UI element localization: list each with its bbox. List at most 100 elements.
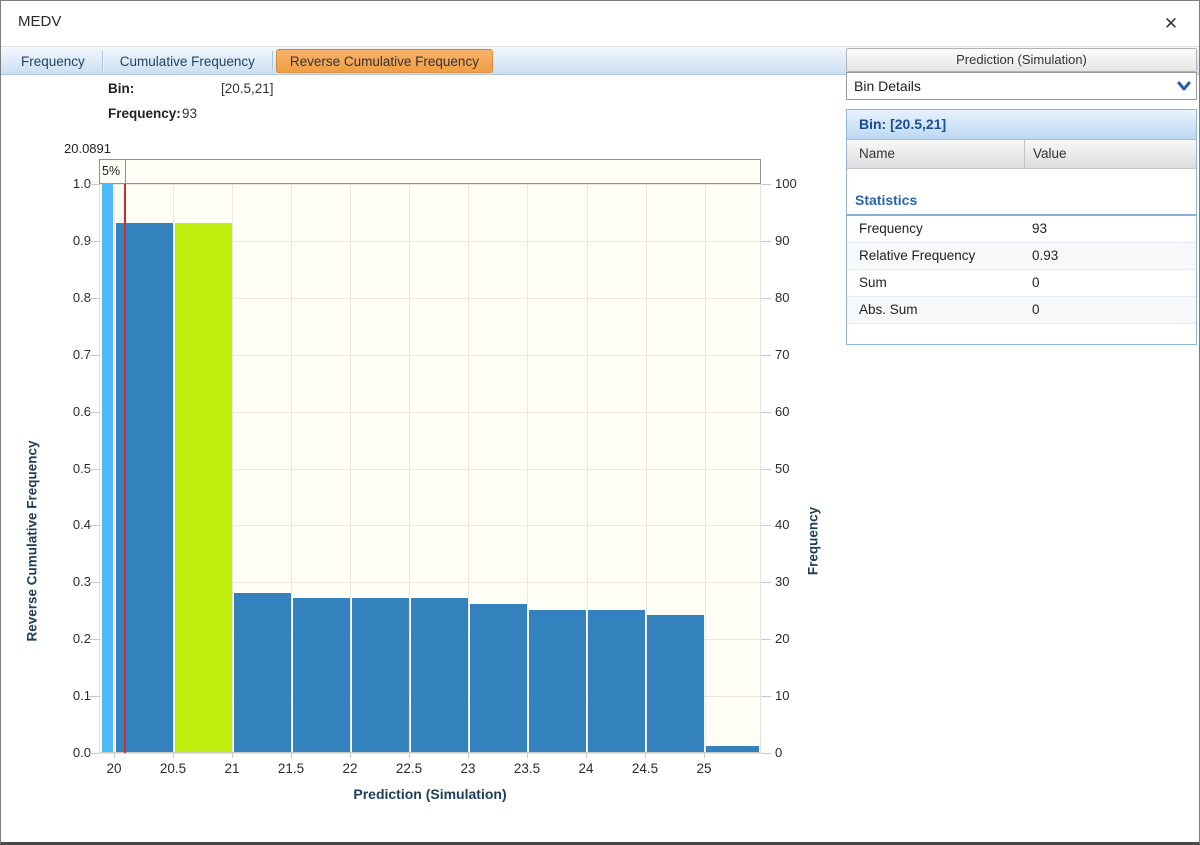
y-tick-mark-left [89,184,99,185]
x-tick-mark [290,753,292,758]
x-tick-mark [113,753,115,758]
stat-name: Abs. Sum [859,302,918,317]
gridline-vertical [350,184,352,752]
tab-frequency[interactable]: Frequency [21,53,85,69]
gridline-horizontal [100,753,760,754]
histogram-bar-25-25.47[interactable] [706,746,760,752]
gridline-horizontal [100,297,760,299]
table-column-header: Name Value [847,140,1196,169]
y-tick-label-right: 90 [775,232,790,248]
percentile-marker-line[interactable] [123,184,126,753]
y-tick-label-right: 30 [775,574,790,590]
histogram-bar-22.5-23[interactable] [410,598,468,752]
y-tick-mark-right [761,411,771,413]
gridline-horizontal [100,525,760,527]
tab-separator [101,50,103,71]
stat-value: 0 [1032,302,1040,317]
section-separator [847,214,1196,216]
y-tick-mark-right [761,696,771,698]
percentile-value-label: 20.0891 [64,141,111,156]
y-tick-label-left: 0.6 [72,403,91,419]
x-tick-mark [231,753,233,758]
y-tick-mark-left [89,468,99,470]
y-tick-label-right: 70 [775,346,790,362]
y-tick-mark-left [89,582,99,584]
column-name-label: Name [859,146,896,161]
x-tick-label: 24.5 [631,761,659,776]
gridline-horizontal [100,240,760,242]
histogram-bar-24-24.5[interactable] [588,609,645,752]
stat-row-abs-sum: Abs. Sum 0 [847,297,1196,324]
gridline-vertical [468,184,470,752]
close-icon[interactable]: ✕ [1163,14,1179,33]
bin-details-dropdown[interactable]: Bin Details [846,72,1197,100]
histogram-bar-20.5-21[interactable] [174,222,232,752]
window-title: MEDV [18,13,62,30]
histogram-bar-22-22.5[interactable] [351,598,409,752]
plot-area [99,183,761,754]
gridline-vertical [409,184,411,752]
bin-detail-header: Bin: [20.5,21] [847,110,1196,140]
gridline-horizontal [100,184,760,185]
percentile-segment[interactable]: 5% [100,160,126,183]
stat-row-relative-frequency: Relative Frequency 0.93 [847,243,1196,270]
y-tick-mark-left [89,240,99,242]
histogram-bar-23.5-24[interactable] [528,609,586,752]
y-tick-mark-left [89,354,99,356]
table-body: Statistics Frequency 93 Relative Frequency… [847,189,1196,324]
gridline-vertical [586,184,588,752]
stat-name: Relative Frequency [859,248,976,263]
y-tick-label-right: 50 [775,460,790,476]
y-axis-title-left: Reverse Cumulative Frequency [24,440,40,642]
percentile-band[interactable]: 5% [99,159,761,184]
y-tick-mark-left [89,411,99,413]
tab-separator [271,50,273,71]
x-tick-mark [704,753,705,758]
bin-annotation-value: [20.5,21] [221,81,274,96]
y-tick-label-left: 0.0 [72,745,91,760]
stat-row-frequency: Frequency 93 [847,216,1196,243]
stat-name: Sum [859,275,887,290]
x-tick-mark [526,753,528,758]
x-tick-label: 25 [696,761,712,776]
panel-header-button[interactable]: Prediction (Simulation) [846,48,1197,72]
y-tick-label-right: 10 [775,688,790,704]
x-tick-label: 24 [578,761,594,776]
chevron-down-icon[interactable] [1175,78,1193,94]
stat-value: 0.93 [1032,248,1059,263]
statistics-section-title: Statistics [855,192,918,208]
title-bar: MEDV ✕ [1,1,1199,46]
y-tick-mark-right [761,354,771,356]
y-tick-label-right: 100 [775,176,797,191]
stat-value: 0 [1032,275,1040,290]
histogram-bar-24.5-25[interactable] [647,615,704,752]
stat-value: 93 [1032,221,1048,236]
x-tick-label: 23 [460,761,476,776]
y-tick-mark-left [89,297,99,299]
y-tick-mark-right [761,184,771,185]
histogram-bar-21-21.5[interactable] [233,592,291,752]
histogram-bar-23-23.5[interactable] [469,604,527,752]
x-tick-label: 22.5 [395,761,423,776]
y-tick-mark-left [89,639,99,641]
histogram-bar-19.88-19.99[interactable] [101,183,113,752]
y-tick-mark-right [761,525,771,527]
tab-cumulative-frequency[interactable]: Cumulative Frequency [119,53,255,69]
bin-annotation-label: Bin: [108,81,135,96]
y-tick-label-right: 40 [775,517,790,533]
x-tick-mark [586,753,587,758]
gridline-vertical [232,184,234,752]
y-tick-mark-right [761,468,771,470]
stat-row-sum: Sum 0 [847,270,1196,297]
gridline-vertical [704,184,706,752]
gridline-horizontal [100,411,760,413]
x-tick-label: 21.5 [277,761,305,776]
tab-reverse-cumulative-frequency[interactable]: Reverse Cumulative Frequency [275,48,493,73]
y-tick-label-left: 0.3 [72,574,91,590]
y-tick-mark-right [761,582,771,584]
y-tick-mark-right [761,753,771,754]
dropdown-value: Bin Details [854,78,921,94]
histogram-bar-21.5-22[interactable] [292,598,350,752]
y-tick-label-right: 0 [775,745,783,760]
